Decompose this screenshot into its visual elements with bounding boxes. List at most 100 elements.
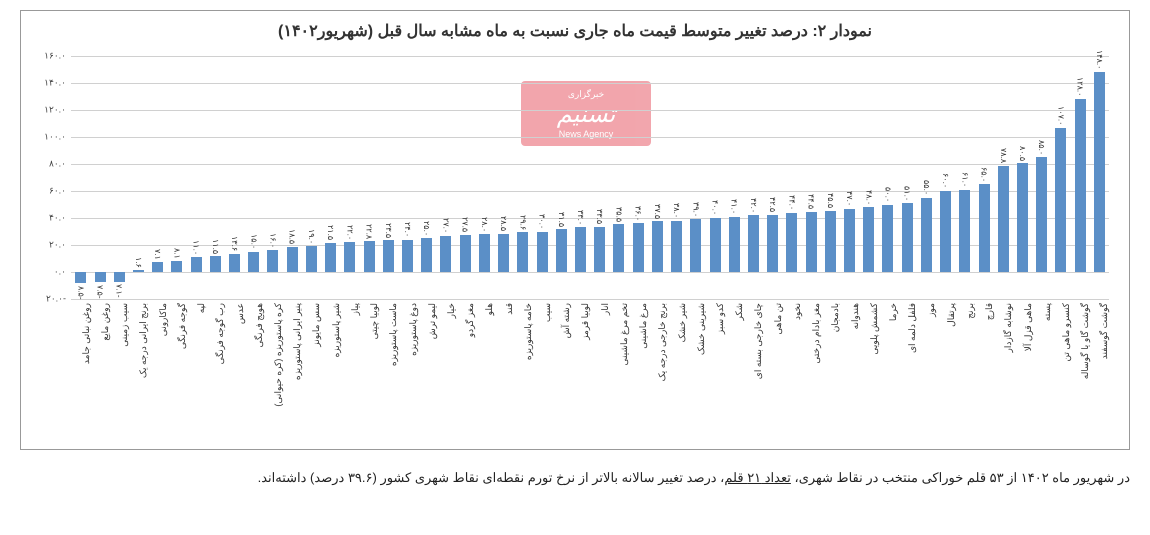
- bar: [325, 243, 336, 272]
- x-tick-label: برنج ایرانی درجه یک: [129, 299, 148, 449]
- x-tick-label: نوشابه گازدار: [994, 299, 1013, 449]
- bar: [344, 242, 355, 272]
- caption-pre: در شهریور ماه ۱۴۰۲ از ۵۳ قلم خوراکی منتخ…: [791, 470, 1130, 485]
- bar: [114, 272, 125, 282]
- x-tick-label: کره پاستوریزه (کره حیوانی): [263, 299, 282, 449]
- bar-column: ۲۸.۰: [475, 56, 494, 299]
- caption-post: ، درصد تغییر سالانه بالاتر از نرخ تورم ن…: [258, 470, 725, 485]
- y-tick-label: ۱۶۰.۰: [44, 51, 66, 62]
- bar-value-label: ۱۱.۰: [192, 240, 201, 255]
- x-tick-label: شیر پاستوریزه: [321, 299, 340, 449]
- bar: [882, 205, 893, 273]
- bar: [517, 232, 528, 272]
- bar-value-label: ۳۳.۰: [576, 210, 585, 225]
- bar: [613, 224, 624, 272]
- bar: [863, 207, 874, 272]
- bar-value-label: ۱۸.۵: [288, 229, 297, 244]
- bar-value-label: ۶۱.۰: [960, 172, 969, 187]
- x-tick-label: لپه: [187, 299, 206, 449]
- bar-column: ۱۰۷.۰: [1051, 56, 1070, 299]
- bar-value-label: ۸.۱: [172, 248, 181, 259]
- bar: [959, 190, 970, 272]
- bar: [729, 217, 740, 272]
- bar-value-label: ۲۸.۰: [480, 217, 489, 232]
- bar-value-label: ۴۲.۵: [768, 197, 777, 212]
- bar-value-label: ۱۵.۰: [249, 234, 258, 249]
- bar-column: ۴۲.۵: [763, 56, 782, 299]
- bars: -۸.۵-۷.۵-۷.۱۱.۶۷.۱۸.۱۱۱.۰۱۱.۵۱۳.۶۱۵.۰۱۶.…: [71, 56, 1109, 299]
- bar: [748, 215, 759, 272]
- bar-value-label: ۷.۱: [153, 249, 162, 260]
- bar: [306, 246, 317, 272]
- x-tick-label: انار: [590, 299, 609, 449]
- bar: [998, 166, 1009, 272]
- bar: [806, 212, 817, 272]
- bar-column: ۱۲۸.۰: [1071, 56, 1090, 299]
- x-tick-label: کشمش پلویی: [859, 299, 878, 449]
- bar-value-label: ۱۳.۶: [230, 236, 239, 251]
- x-tick-label: قارچ: [974, 299, 993, 449]
- x-tick-label: روغن مایع: [90, 299, 109, 449]
- x-tick-label: تخم مرغ ماشینی: [609, 299, 628, 449]
- bar-value-label: ۲۷.۰: [441, 218, 450, 233]
- bar-value-label: ۱۲۸.۰: [1076, 77, 1085, 96]
- x-tick-label: کدو سبز: [705, 299, 724, 449]
- bar-value-label: ۳۶.۰: [634, 206, 643, 221]
- bar-column: ۲۷.۵: [456, 56, 475, 299]
- bar: [556, 229, 567, 272]
- bar: [652, 221, 663, 272]
- plot-area: -۲۰.۰۰.۰۲۰.۰۴۰.۰۶۰.۰۸۰.۰۱۰۰.۰۱۲۰.۰۱۴۰.۰۱…: [71, 56, 1109, 299]
- bar-column: ۱۹.۰: [302, 56, 321, 299]
- bar: [825, 211, 836, 272]
- bar-column: ۶۱.۰: [955, 56, 974, 299]
- y-tick-label: ۰.۰: [54, 267, 66, 278]
- bar: [594, 227, 605, 272]
- bar-column: ۲۵.۰: [417, 56, 436, 299]
- y-tick-label: ۱۲۰.۰: [44, 105, 66, 116]
- bar-column: ۲۲.۰: [340, 56, 359, 299]
- bar-column: ۴۲.۰: [744, 56, 763, 299]
- x-tick-label: ماکارونی: [148, 299, 167, 449]
- bar-column: ۲۲.۸: [359, 56, 378, 299]
- x-tick-label: شیر خشک: [667, 299, 686, 449]
- bar: [383, 240, 394, 272]
- x-tick-label: هویج فرنگی: [244, 299, 263, 449]
- bar-column: ۸۵.۰: [1032, 56, 1051, 299]
- bar: [402, 240, 413, 272]
- x-tick-label: لیمو ترش: [417, 299, 436, 449]
- bar: [1094, 72, 1105, 272]
- bar: [210, 256, 221, 272]
- x-tick-label: خیار: [436, 299, 455, 449]
- bar-column: ۶۰.۰: [936, 56, 955, 299]
- x-tick-label: برنج: [955, 299, 974, 449]
- bar-column: -۷.۱: [110, 56, 129, 299]
- bar-value-label: ۴۵.۵: [826, 193, 835, 208]
- bar: [1017, 163, 1028, 272]
- bar-column: ۴۱.۰: [725, 56, 744, 299]
- bar: [940, 191, 951, 272]
- bar: [95, 272, 106, 282]
- x-tick-label: پنیر ایرانی پاستوریزه: [283, 299, 302, 449]
- bar: [248, 252, 259, 272]
- bar-value-label: ۲۲.۸: [365, 224, 374, 239]
- bar-value-label: ۴۷.۰: [845, 191, 854, 206]
- bar-column: ۳۰.۰: [532, 56, 551, 299]
- bar-column: ۲۴.۰: [398, 56, 417, 299]
- x-tick-label: کنسرو ماهی تن: [1051, 299, 1070, 449]
- bar-column: -۷.۵: [90, 56, 109, 299]
- bar-column: ۷.۱: [148, 56, 167, 299]
- bar-value-label: ۴۴.۵: [807, 194, 816, 209]
- bar: [710, 218, 721, 272]
- bar: [844, 209, 855, 272]
- bar: [921, 198, 932, 272]
- bar-value-label: ۲۴.۰: [403, 222, 412, 237]
- bar-column: ۱۴۸.۰: [1090, 56, 1109, 299]
- bar-value-label: ۳۸.۰: [672, 203, 681, 218]
- bar-column: ۵۵.۰: [917, 56, 936, 299]
- bar-value-label: ۲۲.۰: [345, 225, 354, 240]
- bar-column: ۳۱.۵: [552, 56, 571, 299]
- x-tick-label: مرغ ماشینی: [629, 299, 648, 449]
- x-tick-label: بادمجان: [821, 299, 840, 449]
- x-tick-label: هندوانه: [840, 299, 859, 449]
- bar-value-label: ۳۷.۵: [653, 204, 662, 219]
